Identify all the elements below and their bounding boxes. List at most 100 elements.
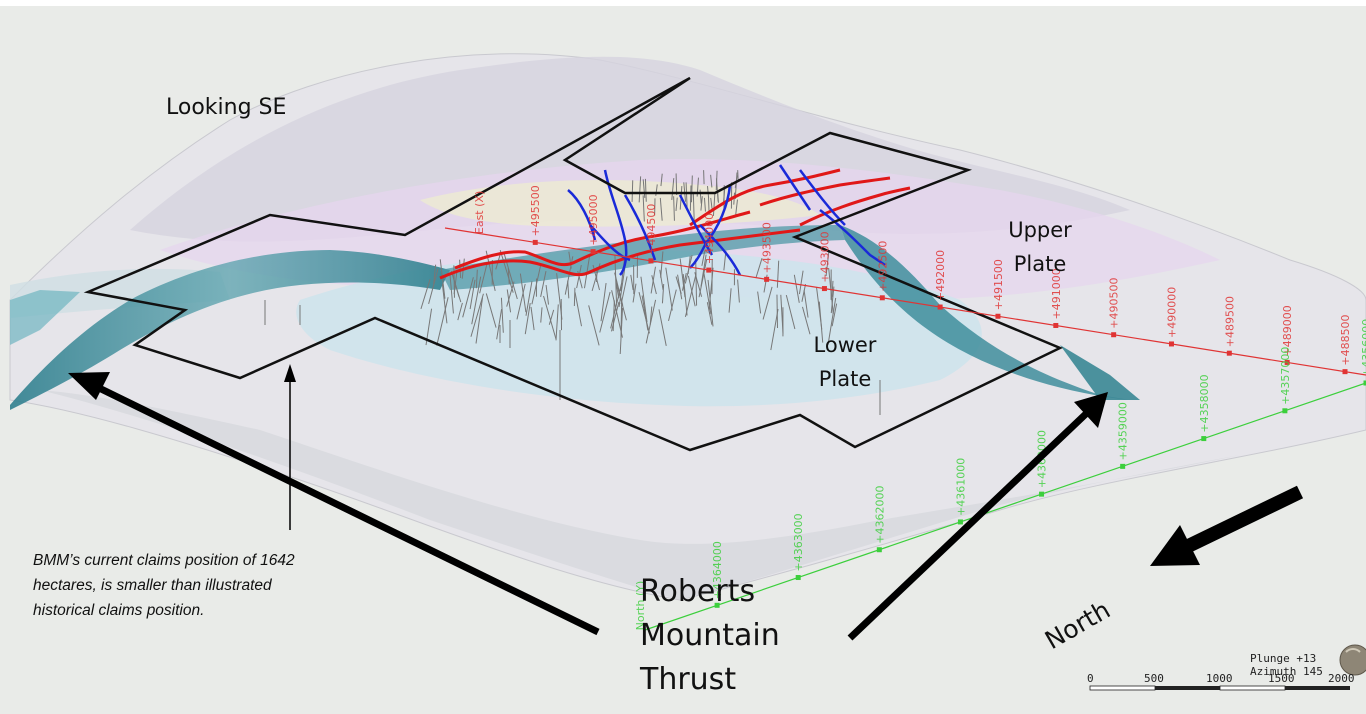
east-tick-label: +492000 [934, 250, 947, 301]
drill-hole [588, 305, 600, 346]
drill-hole [471, 276, 482, 325]
drill-hole [755, 258, 763, 279]
east-tick-label: +492500 [876, 241, 889, 292]
drill-hole [540, 307, 543, 323]
drill-hole [650, 266, 656, 294]
drill-hole [659, 197, 663, 221]
lower-grey-skirt [40, 390, 1240, 600]
drill-hole [703, 197, 706, 212]
drill-hole [632, 283, 637, 303]
north-tick-label: +4356000 [1360, 319, 1366, 377]
drill-hole [457, 302, 463, 321]
drill-hole [644, 178, 647, 202]
drill-hole [530, 306, 535, 331]
drill-hole [793, 274, 800, 303]
drill-hole [615, 282, 620, 299]
drill-hole [556, 273, 563, 320]
drill-hole [620, 276, 628, 305]
north-tick-label: +4364000 [711, 541, 724, 599]
drill-hole [710, 197, 713, 209]
drill-hole [642, 179, 646, 198]
drill-hole [658, 309, 667, 346]
east-tick-marker [590, 249, 596, 255]
east-tick-label: +489500 [1223, 296, 1236, 347]
drill-hole [801, 284, 807, 302]
scale-tick-1000: 1000 [1206, 672, 1233, 685]
drill-hole [469, 279, 476, 310]
blue-trace-3 [623, 194, 657, 261]
thrust-ribbon-west [10, 250, 450, 410]
drill-hole [660, 173, 663, 187]
east-axis-ticks: East (X) +495500 +495000 +494500 +494000 +493… [473, 185, 1352, 375]
north-tick-label: +4363000 [792, 513, 805, 571]
drill-hole [798, 270, 804, 295]
scale-tick-500: 500 [1144, 672, 1164, 685]
north-axis-line [644, 382, 1366, 631]
drill-hole [507, 268, 510, 285]
lower-plate-label: Lower Plate [800, 328, 890, 396]
east-tick-marker [1111, 332, 1117, 338]
claims-note-line-3: historical claims position. [33, 602, 205, 619]
blue-trace-4 [678, 194, 714, 256]
drill-hole [450, 270, 460, 298]
drill-hole [802, 306, 811, 335]
scale-tick-1500: 1500 [1268, 672, 1295, 685]
annotation-arrows [68, 364, 1304, 641]
thrust-arrow-left-shaft [93, 382, 600, 636]
drill-hole [707, 279, 714, 327]
drill-hole [828, 268, 834, 314]
drill-hole [712, 192, 716, 216]
thrust-blade-right [1060, 345, 1140, 400]
blue-trace-2 [603, 169, 628, 276]
drill-hole [675, 173, 678, 196]
drill-hole [433, 264, 437, 284]
red-trace-3 [689, 168, 841, 227]
east-tick-marker [879, 295, 885, 301]
blue-trace-1 [567, 189, 597, 241]
scale-bar-seg-1 [1089, 685, 1156, 691]
drill-hole [449, 274, 454, 314]
upper-plate-line-1: Upper [1008, 218, 1072, 242]
drill-hole [545, 285, 550, 305]
drill-hole [785, 294, 796, 330]
drill-hole [708, 267, 714, 311]
drill-hole [641, 295, 649, 331]
thrust-arrow-right-head [1074, 392, 1108, 428]
north-tick-marker [1363, 380, 1366, 386]
thrust-arrow-right-shaft [847, 407, 1093, 641]
east-axis-title: East (X) [473, 191, 486, 234]
north-tick-marker [1201, 436, 1207, 442]
drill-hole [600, 282, 607, 322]
thrust-arrow-left-head [68, 372, 110, 400]
drill-hole [506, 289, 512, 313]
east-tick-label: +490500 [1108, 278, 1121, 329]
east-tick-label: +491500 [992, 259, 1005, 310]
east-tick-label: +488500 [1339, 314, 1352, 365]
east-tick-label: +493000 [818, 231, 831, 282]
light-blue-core [296, 250, 982, 407]
drill-hole [638, 292, 650, 334]
drill-hole [548, 309, 555, 325]
north-arrow-shaft [1176, 485, 1304, 557]
view-info: Plunge +13 Azimuth 145 [1250, 652, 1323, 678]
claims-note: BMM’s current claims position of 1642 he… [33, 548, 295, 623]
plunge-readout: Plunge +13 [1250, 652, 1317, 665]
scale-tick-0: 0 [1087, 672, 1094, 685]
drill-hole [540, 271, 547, 297]
east-tick-marker [1226, 350, 1232, 356]
drill-hole [496, 309, 503, 340]
drill-hole [830, 286, 835, 314]
drill-hole [757, 291, 762, 314]
lower-plate-line-2: Plate [818, 367, 872, 391]
claims-pointer-head [284, 364, 296, 382]
drill-hole [516, 283, 526, 320]
east-tick-label: +489000 [1281, 305, 1294, 356]
drill-hole [692, 192, 695, 221]
north-tick-marker [1039, 491, 1045, 497]
north-arrow-head [1150, 525, 1200, 566]
drill-hole [610, 301, 620, 332]
drill-hole [428, 268, 439, 305]
north-tick-label: +4362000 [873, 486, 886, 544]
drill-hole [776, 260, 780, 288]
east-grid-axis: East (X) +495500 +495000 +494500 +494000 +493… [444, 185, 1366, 376]
